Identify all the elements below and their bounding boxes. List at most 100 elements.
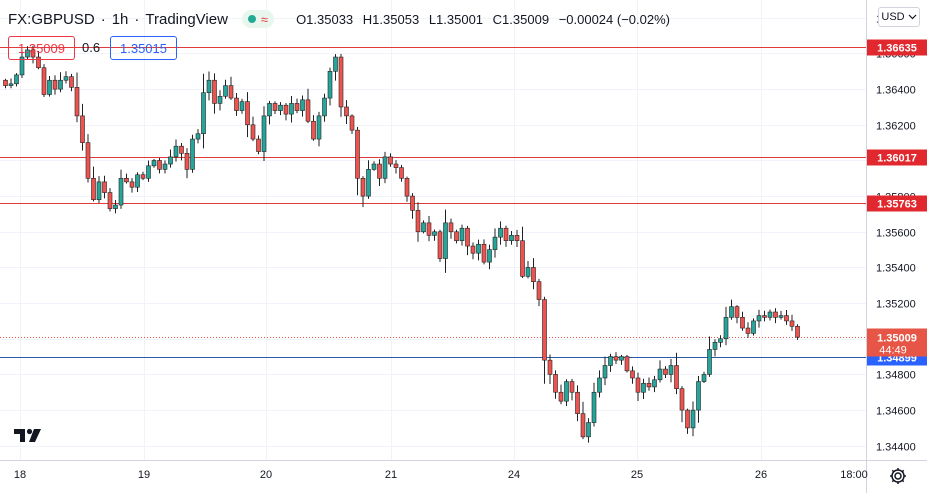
- candle: [652, 375, 657, 393]
- candle: [19, 50, 25, 78]
- bar-countdown-label: 44:49: [879, 345, 907, 357]
- candle-body: [432, 231, 437, 236]
- candle-body: [14, 74, 19, 85]
- candle: [437, 229, 443, 262]
- candle: [360, 176, 366, 208]
- candle: [58, 72, 63, 93]
- candle: [646, 377, 652, 391]
- candle-body: [542, 299, 547, 361]
- candle-body: [80, 115, 85, 143]
- price-tick-label: 1.36400: [876, 85, 916, 97]
- gear-icon[interactable]: [888, 466, 908, 486]
- candle: [553, 370, 558, 399]
- currency-button[interactable]: USD: [878, 7, 920, 27]
- candle-body: [261, 115, 267, 152]
- candle: [41, 64, 47, 98]
- currency-label: USD: [881, 11, 905, 23]
- price-tick-label: 1.35400: [876, 263, 916, 275]
- candle-body: [641, 383, 646, 393]
- buy-price-button[interactable]: 1.35015: [110, 36, 177, 60]
- time-tick-label: 21: [385, 469, 397, 481]
- candle-body: [784, 315, 789, 322]
- candle-body: [107, 192, 113, 209]
- candle-body: [360, 177, 366, 197]
- candle-body: [217, 95, 223, 104]
- candle-body: [509, 235, 514, 241]
- candle-body: [195, 133, 201, 140]
- candle: [47, 75, 52, 97]
- candle-body: [245, 101, 250, 126]
- candle: [338, 53, 344, 117]
- candle: [597, 370, 602, 398]
- candle-body: [564, 381, 569, 402]
- candle-body: [41, 67, 47, 95]
- price-tick-label: 1.36200: [876, 121, 916, 133]
- candle-body: [404, 177, 410, 197]
- candle: [470, 242, 476, 260]
- candle-body: [129, 181, 135, 188]
- candle-body: [773, 311, 778, 318]
- candle: [195, 129, 201, 144]
- candle-body: [283, 104, 289, 115]
- candle: [85, 134, 91, 183]
- time-tick-label: 25: [631, 469, 643, 481]
- candle-body: [707, 349, 712, 375]
- candle-body: [569, 381, 575, 393]
- symbol-label[interactable]: FX:GBPUSD: [8, 10, 95, 28]
- candle: [393, 160, 399, 174]
- time-axis[interactable]: 18 19 20 21 24 25 26 18:00: [14, 469, 868, 481]
- candle: [410, 193, 415, 219]
- candle: [30, 45, 36, 64]
- candle: [492, 228, 498, 258]
- candle-body: [69, 76, 74, 88]
- candle-body: [179, 145, 184, 154]
- candle: [443, 209, 448, 273]
- candle-body: [212, 79, 217, 104]
- candle: [663, 366, 668, 378]
- candle: [635, 372, 641, 402]
- interval-label[interactable]: 1h: [111, 10, 129, 28]
- sell-price-button[interactable]: 1.35009: [8, 36, 75, 60]
- last-price-label-bg: [867, 328, 927, 357]
- candle-body: [85, 142, 91, 179]
- candle-body: [734, 306, 740, 318]
- candle-body: [514, 235, 520, 241]
- candle: [454, 229, 459, 244]
- candle-body: [162, 163, 168, 170]
- candle-body: [602, 365, 608, 379]
- close-value: C1.35009: [492, 11, 550, 27]
- candle-body: [201, 92, 206, 135]
- candle: [729, 299, 734, 320]
- tradingview-logo-icon[interactable]: [12, 425, 46, 445]
- candle: [531, 258, 536, 290]
- candle: [795, 324, 800, 340]
- market-status[interactable]: ≈: [241, 10, 275, 28]
- separator-dot: ·: [134, 10, 140, 28]
- candle: [74, 72, 80, 123]
- time-tick-label: 26: [755, 469, 767, 481]
- candle-body: [135, 174, 140, 188]
- candle-body: [646, 383, 652, 388]
- candle: [173, 139, 179, 162]
- candle-body: [608, 356, 613, 366]
- candle-body: [718, 338, 723, 343]
- candle-body: [184, 153, 190, 170]
- candle: [91, 166, 96, 202]
- candle-body: [525, 267, 531, 277]
- candle-body: [470, 245, 476, 254]
- candle-body: [454, 231, 459, 241]
- price-axis[interactable]: 1.368001.366001.364001.362001.360001.358…: [876, 14, 916, 454]
- candle-body: [652, 379, 657, 388]
- candle-body: [558, 391, 564, 402]
- candle-body: [294, 103, 300, 111]
- change-value: −0.00024 (−0.02%): [558, 11, 670, 27]
- candle-body: [498, 227, 503, 238]
- candle: [707, 336, 712, 377]
- candle-body: [685, 409, 690, 429]
- high-value: H1.35053: [362, 11, 420, 27]
- candle: [569, 378, 575, 401]
- candle: [217, 90, 223, 111]
- candle: [481, 239, 487, 265]
